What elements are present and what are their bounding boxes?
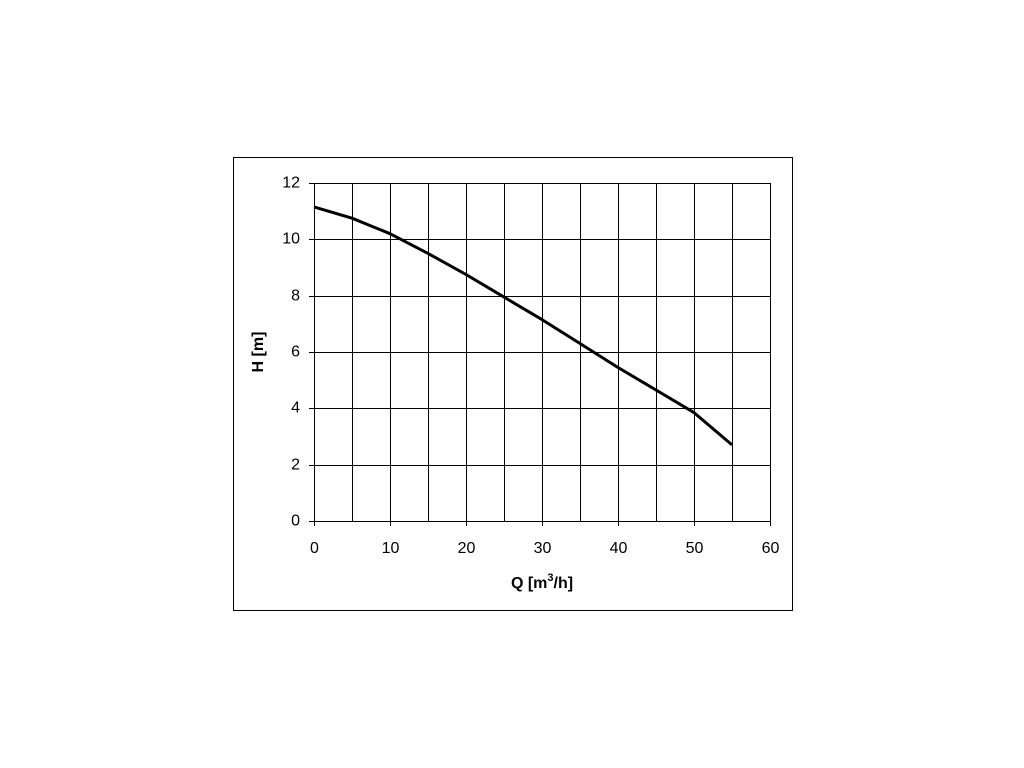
- x-tick-label: 20: [458, 540, 476, 557]
- chart-frame: [233, 157, 793, 611]
- x-axis-title-sup: 3: [547, 572, 553, 584]
- y-tick-label: 12: [282, 175, 300, 192]
- y-tick-label: 10: [282, 231, 300, 248]
- x-axis-title-text: /h]: [554, 575, 574, 592]
- y-tick-label: 8: [291, 288, 300, 305]
- x-axis-title-text: Q [m: [511, 575, 547, 592]
- x-tick-label: 30: [534, 540, 552, 557]
- x-tick-label: 10: [382, 540, 400, 557]
- x-tick-label: 50: [686, 540, 704, 557]
- y-tick-label: 0: [291, 513, 300, 530]
- y-axis-title: H [m]: [250, 332, 267, 373]
- x-tick-label: 40: [610, 540, 628, 557]
- y-tick-label: 4: [291, 400, 300, 417]
- y-tick-label: 6: [291, 344, 300, 361]
- x-tick-label: 60: [762, 540, 780, 557]
- y-tick-label: 2: [291, 457, 300, 474]
- data-line: [313, 205, 733, 447]
- x-tick-label: 0: [310, 540, 319, 557]
- x-axis-title: Q [m3/h]: [511, 572, 573, 592]
